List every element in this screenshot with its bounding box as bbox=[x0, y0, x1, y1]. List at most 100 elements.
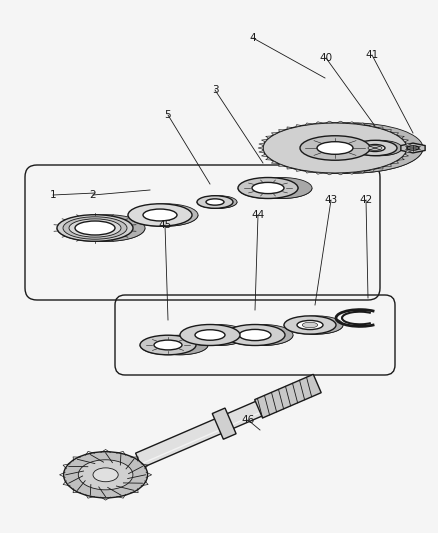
Polygon shape bbox=[397, 158, 403, 160]
Text: 43: 43 bbox=[324, 195, 337, 205]
Polygon shape bbox=[278, 130, 284, 132]
Ellipse shape bbox=[201, 196, 237, 208]
Ellipse shape bbox=[406, 146, 418, 150]
Ellipse shape bbox=[301, 322, 317, 328]
Text: 1: 1 bbox=[49, 190, 56, 200]
Polygon shape bbox=[357, 171, 364, 173]
Polygon shape bbox=[271, 161, 277, 163]
Polygon shape bbox=[261, 139, 267, 142]
Ellipse shape bbox=[316, 142, 352, 154]
Polygon shape bbox=[346, 122, 354, 124]
Ellipse shape bbox=[262, 123, 406, 173]
Ellipse shape bbox=[63, 217, 127, 239]
Polygon shape bbox=[392, 161, 398, 163]
Ellipse shape bbox=[367, 146, 381, 150]
Ellipse shape bbox=[251, 177, 311, 198]
Text: 41: 41 bbox=[364, 50, 378, 60]
Ellipse shape bbox=[75, 221, 115, 235]
Polygon shape bbox=[212, 408, 236, 439]
Polygon shape bbox=[406, 147, 411, 149]
Ellipse shape bbox=[194, 330, 225, 340]
Polygon shape bbox=[367, 125, 373, 127]
Text: 5: 5 bbox=[164, 110, 171, 120]
Polygon shape bbox=[392, 133, 398, 135]
Ellipse shape bbox=[154, 340, 182, 350]
Polygon shape bbox=[180, 335, 247, 345]
Ellipse shape bbox=[93, 468, 118, 482]
Polygon shape bbox=[314, 172, 322, 174]
Ellipse shape bbox=[237, 177, 297, 198]
Ellipse shape bbox=[128, 204, 191, 226]
Ellipse shape bbox=[152, 335, 208, 355]
Polygon shape bbox=[265, 136, 271, 138]
Polygon shape bbox=[197, 202, 237, 208]
Ellipse shape bbox=[357, 140, 401, 156]
Polygon shape bbox=[278, 164, 284, 166]
Ellipse shape bbox=[187, 325, 247, 345]
Text: 42: 42 bbox=[359, 195, 372, 205]
Ellipse shape bbox=[180, 325, 240, 345]
Ellipse shape bbox=[299, 136, 369, 160]
Ellipse shape bbox=[251, 182, 283, 193]
Ellipse shape bbox=[233, 325, 292, 345]
Ellipse shape bbox=[247, 329, 279, 341]
Polygon shape bbox=[402, 139, 408, 142]
Ellipse shape bbox=[78, 460, 133, 490]
Text: 45: 45 bbox=[158, 220, 171, 230]
Ellipse shape bbox=[75, 221, 115, 235]
Polygon shape bbox=[402, 154, 408, 157]
Polygon shape bbox=[336, 173, 343, 175]
Text: 44: 44 bbox=[251, 210, 264, 220]
Polygon shape bbox=[405, 143, 410, 146]
Ellipse shape bbox=[303, 320, 329, 329]
Polygon shape bbox=[283, 325, 342, 334]
Polygon shape bbox=[346, 172, 354, 174]
Polygon shape bbox=[384, 164, 391, 166]
Ellipse shape bbox=[197, 196, 233, 208]
Ellipse shape bbox=[209, 199, 227, 205]
Polygon shape bbox=[314, 122, 322, 124]
Ellipse shape bbox=[140, 335, 195, 355]
Polygon shape bbox=[325, 173, 332, 175]
Polygon shape bbox=[325, 121, 332, 123]
Ellipse shape bbox=[364, 144, 384, 151]
Polygon shape bbox=[286, 167, 293, 169]
Ellipse shape bbox=[225, 325, 284, 345]
Polygon shape bbox=[225, 335, 292, 345]
Ellipse shape bbox=[352, 140, 396, 156]
Polygon shape bbox=[128, 215, 198, 226]
Polygon shape bbox=[400, 143, 424, 153]
Ellipse shape bbox=[202, 330, 233, 340]
Ellipse shape bbox=[205, 199, 223, 205]
Polygon shape bbox=[384, 130, 391, 132]
Polygon shape bbox=[261, 154, 267, 157]
Ellipse shape bbox=[297, 320, 322, 329]
Ellipse shape bbox=[265, 182, 297, 193]
Polygon shape bbox=[367, 169, 373, 171]
Ellipse shape bbox=[64, 451, 147, 498]
Polygon shape bbox=[237, 188, 311, 198]
Text: 4: 4 bbox=[249, 33, 256, 43]
Polygon shape bbox=[357, 123, 364, 125]
Polygon shape bbox=[258, 150, 264, 153]
Text: 3: 3 bbox=[211, 85, 218, 95]
Polygon shape bbox=[336, 121, 343, 123]
Polygon shape bbox=[140, 345, 208, 355]
Polygon shape bbox=[304, 171, 311, 173]
Ellipse shape bbox=[148, 209, 183, 221]
Ellipse shape bbox=[369, 144, 389, 151]
Ellipse shape bbox=[87, 221, 127, 235]
Ellipse shape bbox=[283, 316, 335, 334]
Polygon shape bbox=[286, 127, 293, 129]
Polygon shape bbox=[254, 374, 321, 418]
Polygon shape bbox=[295, 169, 302, 171]
Text: 46: 46 bbox=[241, 415, 254, 425]
Ellipse shape bbox=[69, 215, 145, 241]
Polygon shape bbox=[376, 127, 382, 129]
Polygon shape bbox=[271, 133, 277, 135]
Ellipse shape bbox=[143, 209, 177, 221]
Ellipse shape bbox=[69, 219, 121, 237]
Polygon shape bbox=[265, 158, 271, 160]
Polygon shape bbox=[295, 125, 302, 127]
Polygon shape bbox=[304, 123, 311, 125]
